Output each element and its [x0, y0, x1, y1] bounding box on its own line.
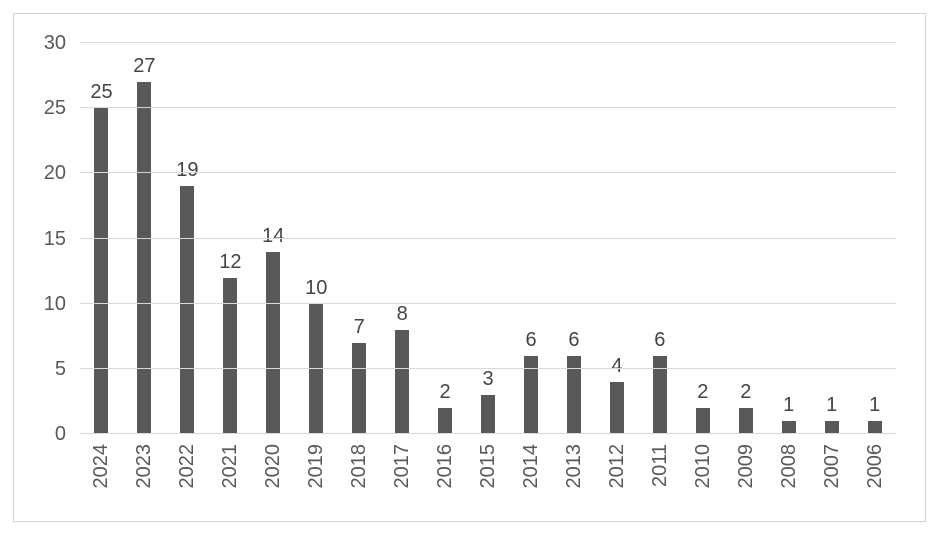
bar-column-2011: 6 2011: [638, 43, 681, 487]
y-axis-tick-label: 0: [54, 423, 66, 445]
bar-column-2013: 6 2013: [552, 43, 595, 489]
bar-2022: [180, 186, 195, 434]
data-label-2015: 3: [482, 367, 494, 390]
bar-column-2010: 2 2010: [681, 43, 724, 489]
data-label-2024: 25: [90, 81, 113, 104]
data-label-2016: 2: [439, 380, 451, 403]
y-axis-tick-label: 5: [54, 357, 66, 380]
data-label-2007: 1: [826, 393, 838, 416]
bar-column-2016: 2 2016: [424, 43, 467, 489]
bar-2012: [609, 381, 624, 434]
bar-2008: [781, 420, 796, 434]
x-axis-tick-label-2018: 2018: [348, 444, 371, 489]
y-axis-tick-label: 10: [43, 292, 66, 315]
y-axis-tick-label: 30: [43, 32, 66, 54]
data-label-2019: 10: [305, 276, 328, 299]
x-axis-tick-label-2022: 2022: [176, 444, 199, 489]
gridline-y-20: [80, 172, 896, 174]
bar-column-2007: 1 2007: [810, 43, 853, 489]
gridline-y-30: [80, 42, 896, 43]
bar-column-2022: 19 2022: [166, 43, 209, 488]
gridline-y-25: [80, 107, 896, 109]
bar-column-2015: 3 2015: [467, 43, 510, 489]
data-label-2022: 19: [176, 159, 199, 182]
x-axis-tick-label-2023: 2023: [133, 444, 156, 489]
data-label-2010: 2: [697, 380, 709, 403]
x-axis-tick-label-2017: 2017: [391, 444, 414, 489]
bar-column-2008: 1 2008: [767, 43, 810, 489]
gridline-y-15: [80, 237, 896, 239]
x-axis-tick-label-2010: 2010: [691, 444, 714, 489]
y-axis-tick-label: 15: [43, 227, 66, 250]
plot-area: 25 2024 27 2023 19 2022 12 2021 14 2020 10 2019 7 201…: [44, 33, 896, 489]
bar-2007: [824, 420, 839, 434]
bar-column-2019: 10 2019: [295, 43, 338, 489]
x-axis-tick-label-2016: 2016: [434, 444, 457, 489]
gridline-y-5: [80, 367, 896, 369]
y-axis-tick-label: 20: [43, 162, 66, 185]
x-axis-tick-label-2012: 2012: [605, 444, 628, 489]
bar-column-2012: 4 2012: [595, 43, 638, 489]
data-label-2006: 1: [869, 393, 881, 416]
x-axis-tick-label-2007: 2007: [820, 444, 843, 489]
chart-frame: 25 2024 27 2023 19 2022 12 2021 14 2020 10 2019 7 201…: [13, 13, 926, 522]
data-label-2018: 7: [353, 315, 365, 338]
bar-column-2006: 1 2006: [853, 43, 896, 489]
bar-column-2014: 6 2014: [510, 43, 553, 489]
x-axis-tick-label-2009: 2009: [734, 444, 757, 489]
x-axis-tick-label-2024: 2024: [90, 444, 113, 489]
bar-2023: [137, 82, 152, 434]
gridline-y-10: [80, 302, 896, 304]
data-label-2014: 6: [525, 328, 537, 351]
x-axis-tick-label-2008: 2008: [777, 444, 800, 489]
bar-2016: [438, 407, 453, 434]
x-axis-tick-label-2013: 2013: [562, 444, 585, 489]
bar-column-2018: 7 2018: [338, 43, 381, 489]
bar-column-2009: 2 2009: [724, 43, 767, 489]
bar-column-2017: 8 2017: [381, 43, 424, 489]
bar-2021: [223, 277, 238, 434]
x-axis-tick-label-2019: 2019: [305, 444, 328, 489]
bar-2009: [738, 407, 753, 434]
x-axis-tick-label-2014: 2014: [520, 444, 542, 489]
x-axis-tick-label-2021: 2021: [219, 444, 242, 489]
x-axis-tick-label-2015: 2015: [477, 444, 500, 489]
data-label-2008: 1: [783, 393, 795, 416]
bar-column-2021: 12 2021: [209, 43, 252, 489]
data-label-2011: 6: [654, 328, 666, 351]
bar-2014: [524, 355, 538, 434]
bars-group: 25 2024 27 2023 19 2022 12 2021 14 2020 10 2019 7 201…: [80, 43, 896, 489]
data-label-2023: 27: [133, 55, 156, 78]
bar-column-2020: 14 2020: [252, 43, 295, 489]
bar-2020: [266, 251, 281, 434]
gridline-y-0: [80, 433, 896, 434]
bar-2010: [695, 407, 710, 434]
x-axis-tick-label-2011: 2011: [648, 444, 671, 488]
bar-2011: [652, 355, 667, 434]
bar-2013: [566, 355, 581, 434]
data-label-2020: 14: [262, 224, 285, 247]
data-label-2017: 8: [396, 302, 408, 325]
bar-2018: [352, 342, 367, 434]
bar-column-2023: 27 2023: [123, 43, 166, 488]
bar-2024: [94, 108, 109, 434]
y-axis-tick-label: 25: [43, 97, 66, 120]
bar-2015: [481, 394, 496, 434]
data-label-2012: 4: [611, 354, 623, 377]
x-axis-tick-label-2020: 2020: [262, 444, 285, 489]
data-label-2013: 6: [568, 328, 580, 351]
data-label-2009: 2: [740, 380, 752, 403]
data-label-2021: 12: [219, 250, 242, 273]
bar-column-2024: 25 2024: [80, 43, 123, 488]
bar-2006: [867, 420, 882, 434]
bar-2017: [395, 329, 410, 434]
x-axis-tick-label-2006: 2006: [863, 444, 886, 489]
